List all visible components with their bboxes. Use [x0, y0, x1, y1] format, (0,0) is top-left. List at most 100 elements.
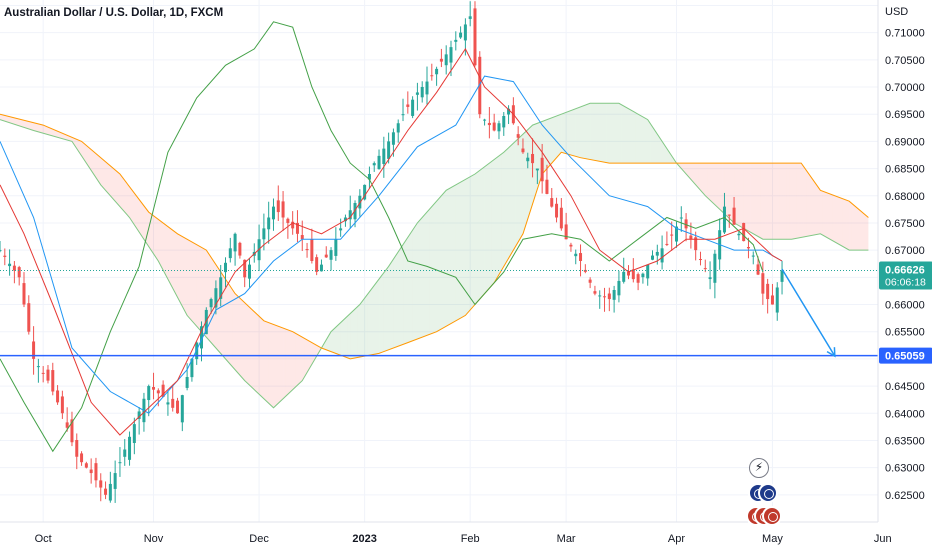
candle-body	[660, 248, 664, 263]
ichimoku-cloud-segment	[549, 117, 552, 166]
candle-body	[113, 473, 117, 489]
candle-body	[497, 123, 501, 132]
ichimoku-cloud-segment	[486, 163, 490, 291]
ichimoku-cloud-segment	[767, 163, 771, 240]
ichimoku-cloud-segment	[302, 337, 305, 381]
ichimoku-cloud-segment	[604, 103, 607, 163]
ichimoku-cloud-segment	[239, 298, 243, 378]
ichimoku-cloud-segment	[263, 320, 267, 402]
australia-flag-icon[interactable]	[758, 483, 778, 503]
ichimoku-cloud-segment	[621, 104, 624, 164]
ichimoku-cloud-segment	[105, 161, 108, 194]
ichimoku-cloud-segment	[122, 177, 125, 213]
ichimoku-cloud-segment	[858, 209, 862, 251]
candle	[267, 201, 271, 244]
ichimoku-cloud-segment	[143, 205, 147, 243]
ichimoku-cloud-segment	[347, 313, 351, 359]
candle	[761, 261, 765, 305]
ichimoku-cloud-segment	[74, 138, 77, 149]
ichimoku-cloud-segment	[295, 333, 298, 388]
ichimoku-cloud-segment	[662, 141, 665, 164]
candle-body	[444, 54, 448, 66]
ichimoku-cloud-segment	[726, 163, 730, 219]
ichimoku-cloud-segment	[343, 318, 346, 358]
candle-body	[483, 119, 487, 121]
ichimoku-cloud-segment	[115, 169, 118, 204]
ichimoku-cloud-segment	[688, 163, 691, 180]
ichimoku-cloud-segment	[642, 116, 646, 164]
x-tick-label: Nov	[144, 533, 164, 545]
ichimoku-cloud-segment	[160, 221, 164, 271]
ichimoku-cloud-segment	[93, 151, 96, 178]
candle	[271, 198, 275, 231]
candle	[286, 217, 290, 239]
candle	[27, 295, 31, 335]
candle-body	[310, 239, 314, 261]
ichimoku-cloud-segment	[820, 190, 823, 236]
candle-body	[75, 440, 79, 457]
ichimoku-cloud-segment	[513, 140, 516, 251]
ichimoku-cloud-segment	[153, 215, 156, 258]
economic-events[interactable]: ⚡	[746, 458, 790, 528]
ichimoku-cloud-segment	[866, 215, 869, 251]
ichimoku-cloud-segment	[280, 327, 284, 402]
ichimoku-cloud-segment	[427, 209, 430, 336]
x-tick-label: Mar	[557, 533, 576, 545]
ichimoku-cloud-segment	[136, 196, 140, 232]
flash-icon[interactable]: ⚡	[749, 458, 769, 478]
ichimoku-cloud-segment	[578, 106, 581, 158]
ichimoku-cloud-segment	[412, 226, 416, 341]
candle	[118, 447, 122, 477]
ichimoku-cloud-segment	[52, 129, 56, 137]
candle	[190, 358, 194, 382]
ichimoku-cloud-segment	[813, 180, 816, 236]
candle	[502, 112, 506, 136]
y-tick-label: 0.64500	[885, 381, 925, 393]
ichimoku-cloud-segment	[292, 331, 296, 390]
candle-body	[209, 299, 213, 308]
ichimoku-cloud-segment	[167, 226, 171, 284]
ichimoku-cloud-segment	[441, 193, 444, 329]
ichimoku-cloud-segment	[623, 106, 627, 164]
ichimoku-cloud-segment	[443, 190, 447, 328]
candle	[305, 242, 309, 258]
candle-body	[742, 222, 746, 242]
candle	[12, 261, 16, 284]
candle-body	[708, 277, 712, 280]
ichimoku-cloud-segment	[364, 294, 368, 357]
ichimoku-cloud-segment	[367, 291, 370, 356]
ichimoku-cloud-segment	[842, 198, 845, 248]
candle-body	[171, 398, 175, 408]
candle	[708, 261, 712, 290]
united-states-flag-icon[interactable]	[762, 506, 782, 526]
candle-body	[108, 483, 112, 501]
ichimoku-cloud-segment	[458, 182, 461, 320]
candle-body	[574, 253, 578, 257]
ichimoku-cloud-segment	[522, 131, 526, 234]
candle-body	[12, 265, 16, 271]
y-tick-label: 0.63500	[885, 435, 925, 447]
ichimoku-cloud-segment	[779, 163, 783, 240]
ichimoku-cloud-segment	[590, 103, 593, 160]
ichimoku-cloud-segment	[383, 269, 387, 352]
candle	[75, 433, 79, 470]
candle	[56, 385, 60, 405]
ichimoku-cloud-segment	[155, 217, 159, 261]
x-tick-label: May	[762, 533, 783, 545]
ichimoku-cloud-segment	[762, 163, 766, 240]
ichimoku-cloud-segment	[839, 197, 843, 247]
candle	[516, 126, 520, 146]
candle-body	[550, 198, 554, 207]
ichimoku-cloud-segment	[722, 163, 725, 214]
candle-body	[137, 411, 141, 419]
ichimoku-cloud-segment	[832, 194, 835, 242]
ichimoku-cloud-segment	[107, 163, 111, 196]
ichimoku-cloud-segment	[611, 103, 615, 164]
ichimoku-cloud-segment	[287, 329, 291, 395]
candle	[22, 272, 26, 308]
candle	[574, 249, 578, 265]
y-tick-label: 0.67000	[885, 245, 925, 257]
y-tick-label: 0.71000	[885, 28, 925, 40]
ichimoku-cloud-segment	[796, 163, 799, 239]
